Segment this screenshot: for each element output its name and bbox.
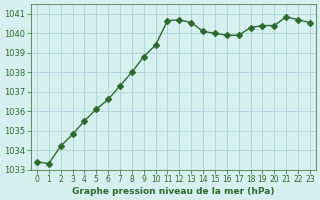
X-axis label: Graphe pression niveau de la mer (hPa): Graphe pression niveau de la mer (hPa) — [72, 187, 275, 196]
